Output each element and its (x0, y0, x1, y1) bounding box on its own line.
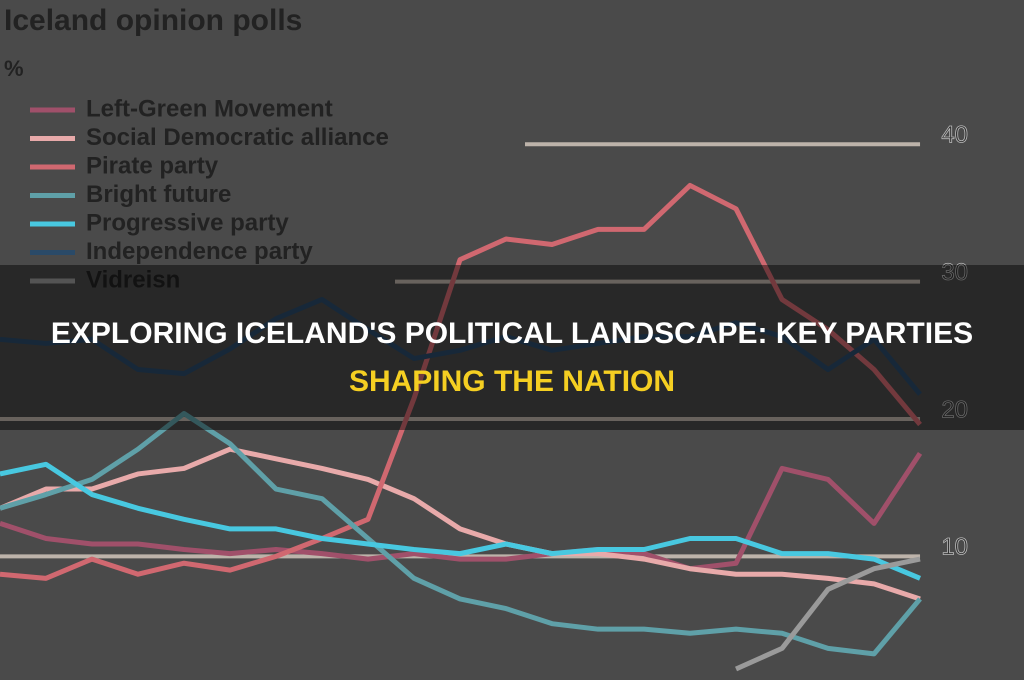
series-line (0, 446, 921, 602)
chart-subtitle: % (4, 56, 24, 81)
y-tick-label: 20 (941, 396, 968, 423)
y-tick-label: 30 (941, 259, 968, 286)
legend-label: Bright future (86, 181, 231, 208)
y-tick-label: 40 (941, 122, 968, 149)
chart-title: Iceland opinion polls (4, 4, 302, 37)
headline-band (0, 265, 1024, 430)
legend-label: Vidreisn (86, 266, 180, 293)
legend-label: Progressive party (86, 209, 289, 236)
y-tick-label: 10 (941, 534, 968, 561)
series-line (0, 410, 922, 657)
series-line (735, 556, 921, 672)
legend-label: Social Democratic alliance (86, 124, 389, 151)
legend-label: Left-Green Movement (86, 95, 333, 122)
legend-label: Independence party (86, 238, 313, 265)
headline-line: SHAPING THE NATION (349, 365, 675, 398)
headline-line: EXPLORING ICELAND'S POLITICAL LANDSCAPE:… (51, 317, 973, 350)
series-line (0, 451, 923, 572)
series-line (0, 182, 922, 581)
series-line (0, 296, 922, 396)
series-line (0, 461, 922, 581)
legend-label: Pirate party (86, 152, 219, 179)
